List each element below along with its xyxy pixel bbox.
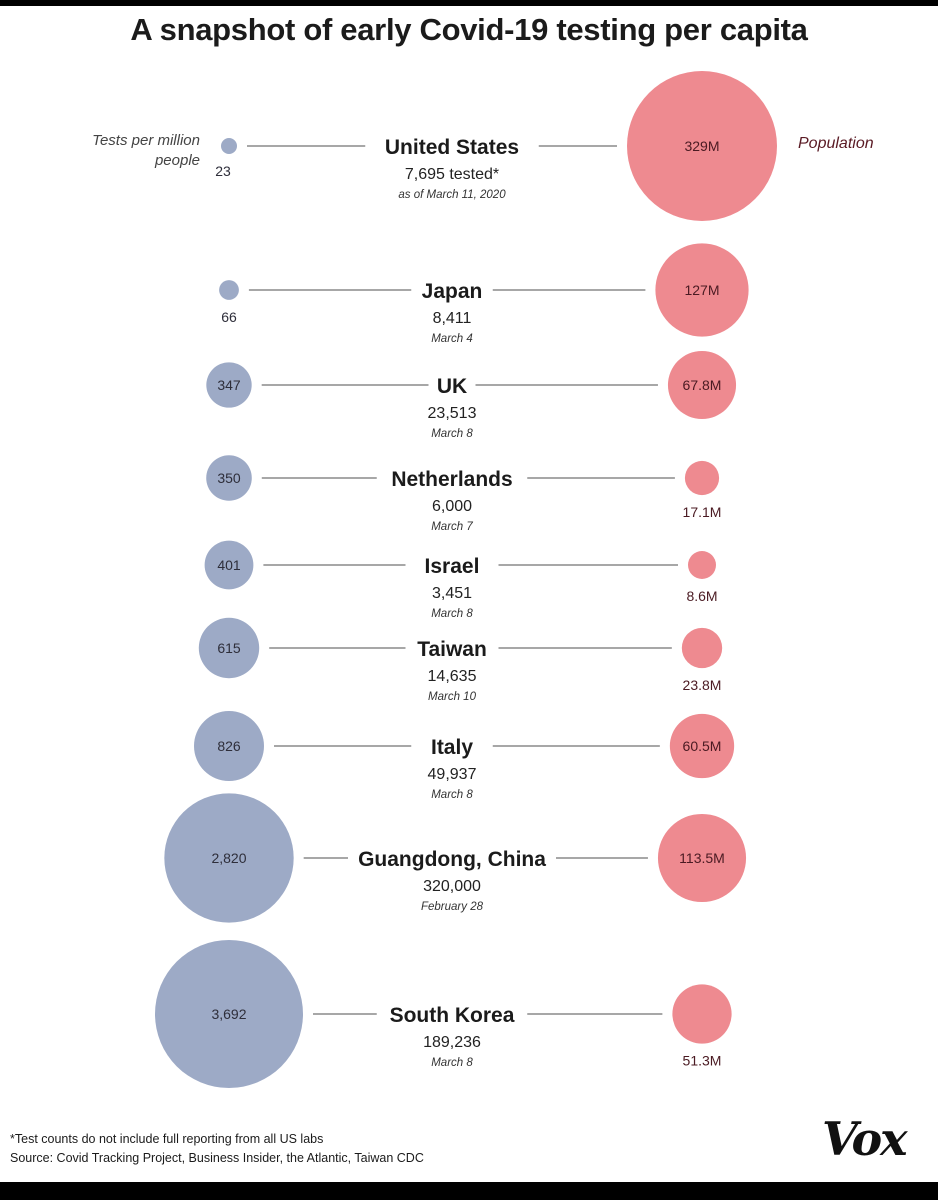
date-label: March 4 [431, 333, 473, 345]
population-value-label: 51.3M [683, 1053, 722, 1069]
vox-logo: Vox [822, 1112, 908, 1166]
date-label: March 8 [431, 789, 473, 801]
footnote: *Test counts do not include full reporti… [10, 1130, 424, 1168]
population-bubble [667, 350, 737, 420]
footnote-source: Source: Covid Tracking Project, Business… [10, 1151, 424, 1165]
population-bubble [655, 243, 749, 337]
population-value-label: 113.5M [679, 850, 725, 866]
tested-count-label: 320,000 [423, 878, 481, 895]
chart-panel [0, 6, 938, 1182]
tests-value-label: 23 [215, 163, 231, 179]
tests-value-label: 826 [217, 738, 241, 754]
tests-value-label: 66 [221, 309, 237, 325]
country-label: UK [437, 375, 467, 398]
tests-bubble [221, 138, 237, 154]
population-value-label: 23.8M [683, 677, 722, 693]
population-value-label: 127M [684, 282, 719, 298]
tests-value-label: 615 [217, 640, 241, 656]
population-header: Population [798, 135, 874, 152]
country-label: Israel [425, 555, 480, 578]
tests-bubble [206, 362, 252, 408]
tests-per-million-header: Tests per million people [92, 132, 200, 169]
tested-count-label: 3,451 [432, 585, 472, 602]
tests-value-label: 401 [217, 557, 241, 573]
date-label: March 7 [431, 521, 473, 533]
tests-bubble [206, 455, 252, 501]
country-label: Guangdong, China [358, 848, 546, 871]
population-bubble [672, 984, 732, 1044]
population-value-label: 60.5M [683, 738, 722, 754]
country-label: Japan [422, 280, 483, 303]
tests-bubble [204, 540, 254, 590]
country-label: Netherlands [391, 468, 512, 491]
tests-value-label: 350 [217, 470, 241, 486]
date-label: as of March 11, 2020 [398, 189, 506, 201]
population-bubble [627, 71, 777, 221]
tests-bubble [219, 280, 239, 300]
country-label: United States [385, 136, 519, 159]
tested-count-label: 189,236 [423, 1034, 481, 1051]
chart-title: A snapshot of early Covid-19 testing per… [130, 12, 808, 47]
population-value-label: 17.1M [683, 504, 722, 520]
population-value-label: 67.8M [683, 377, 722, 393]
tests-value-label: 347 [217, 377, 241, 393]
tested-count-label: 49,937 [428, 766, 477, 783]
tests-bubble [198, 617, 260, 679]
country-label: Italy [431, 736, 473, 759]
country-label: Taiwan [417, 638, 487, 661]
date-label: March 8 [431, 428, 473, 440]
tested-count-label: 23,513 [428, 405, 477, 422]
tests-bubble [155, 940, 303, 1088]
date-label: March 10 [428, 691, 477, 703]
country-label: South Korea [390, 1004, 515, 1027]
population-bubble [657, 813, 747, 903]
date-label: February 28 [421, 901, 484, 913]
population-bubble [681, 627, 723, 669]
population-bubble [669, 713, 735, 779]
tested-count-label: 7,695 tested* [405, 166, 499, 183]
tests-value-label: 2,820 [211, 850, 246, 866]
tests-bubble [164, 793, 294, 923]
population-value-label: 329M [684, 138, 719, 154]
population-bubble [688, 551, 716, 579]
tested-count-label: 14,635 [428, 668, 477, 685]
footnote-note: *Test counts do not include full reporti… [10, 1132, 324, 1146]
date-label: March 8 [431, 608, 473, 620]
date-label: March 8 [431, 1057, 473, 1069]
tests-value-label: 3,692 [211, 1006, 246, 1022]
tested-count-label: 6,000 [432, 498, 472, 515]
population-bubble [684, 460, 720, 496]
tests-bubble [193, 710, 265, 782]
population-value-label: 8.6M [686, 588, 717, 604]
tested-count-label: 8,411 [433, 310, 472, 327]
